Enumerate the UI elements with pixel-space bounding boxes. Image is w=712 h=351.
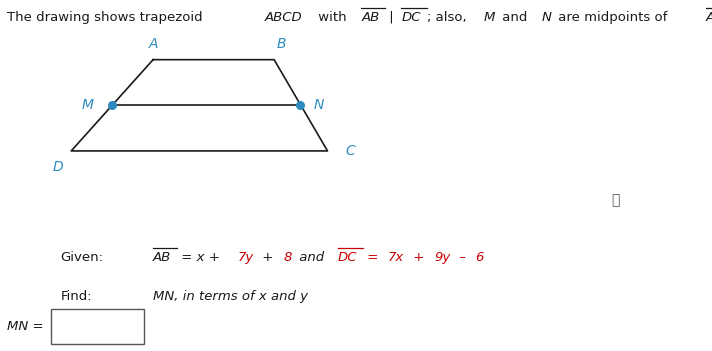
Text: = x +: = x + xyxy=(177,251,224,264)
Text: B: B xyxy=(276,37,286,51)
Text: and: and xyxy=(295,251,328,264)
Text: AB: AB xyxy=(361,11,379,24)
Text: M: M xyxy=(483,11,495,24)
Text: +: + xyxy=(258,251,278,264)
Text: AD: AD xyxy=(706,11,712,24)
Text: 7x: 7x xyxy=(388,251,404,264)
Text: Find:: Find: xyxy=(61,290,92,303)
Text: 9y: 9y xyxy=(434,251,451,264)
Text: DC: DC xyxy=(337,251,357,264)
FancyBboxPatch shape xyxy=(51,309,144,344)
Text: ⓘ: ⓘ xyxy=(612,193,620,207)
Text: C: C xyxy=(345,144,355,158)
Text: D: D xyxy=(53,160,63,174)
Text: MN, in terms of x and y: MN, in terms of x and y xyxy=(153,290,308,303)
Text: N: N xyxy=(541,11,551,24)
Text: 7y: 7y xyxy=(237,251,253,264)
Text: and: and xyxy=(498,11,532,24)
Text: DC: DC xyxy=(402,11,421,24)
Text: AB: AB xyxy=(153,251,172,264)
Text: |: | xyxy=(385,11,398,24)
Text: Given:: Given: xyxy=(61,251,103,264)
Text: N: N xyxy=(313,98,324,112)
Text: M: M xyxy=(82,98,94,112)
Text: ; also,: ; also, xyxy=(426,11,471,24)
Text: The drawing shows trapezoid: The drawing shows trapezoid xyxy=(7,11,207,24)
Text: –: – xyxy=(456,251,471,264)
Text: 6: 6 xyxy=(475,251,483,264)
Text: MN =: MN = xyxy=(7,320,43,333)
Text: with: with xyxy=(314,11,350,24)
Text: ABCD: ABCD xyxy=(265,11,303,24)
Text: A: A xyxy=(148,37,158,51)
Text: 8: 8 xyxy=(283,251,292,264)
Text: =: = xyxy=(362,251,382,264)
Text: are midpoints of: are midpoints of xyxy=(554,11,671,24)
Text: +: + xyxy=(409,251,429,264)
